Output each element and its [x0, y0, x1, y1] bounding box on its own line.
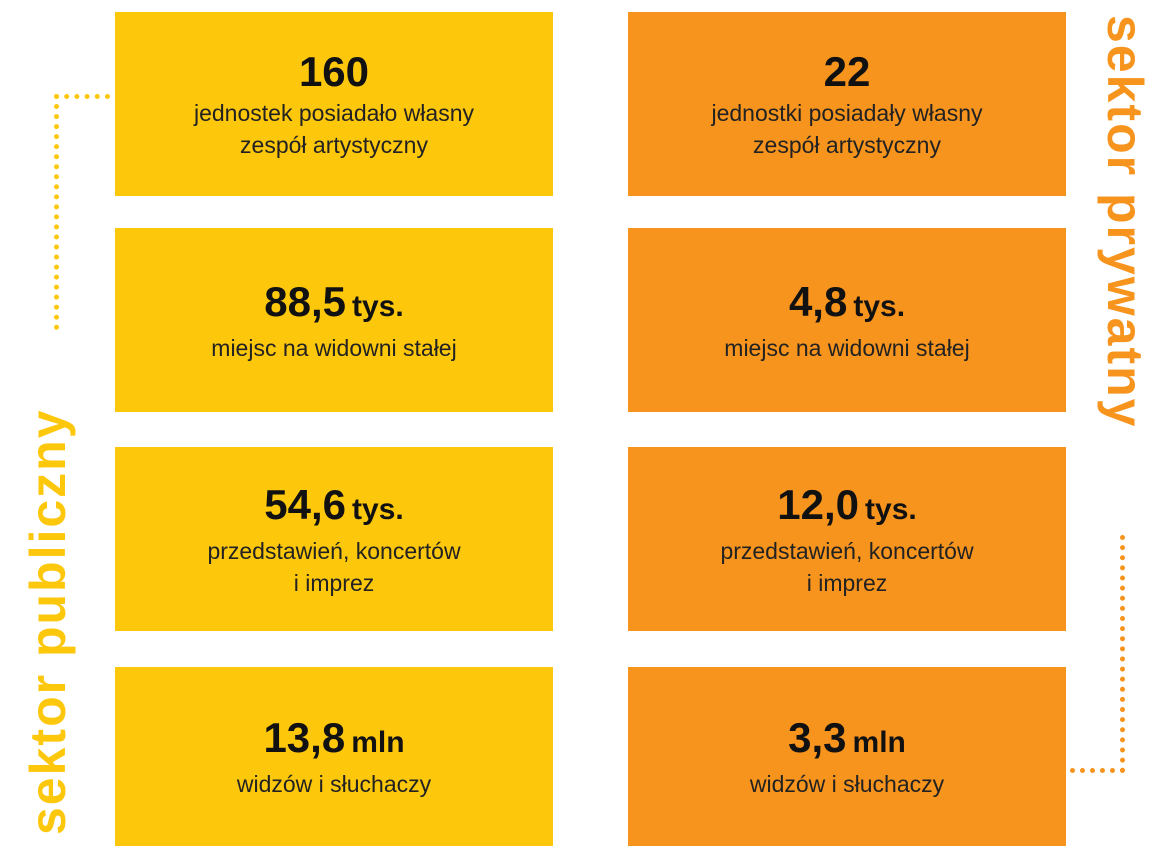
- connector: [1120, 535, 1125, 773]
- stat-unit: mln: [351, 726, 405, 759]
- stat-value-row: 4,8 tys.: [789, 277, 905, 332]
- stat-value-row: 22: [824, 47, 871, 97]
- stat-unit: mln: [852, 726, 906, 759]
- stat-box: 13,8 mln widzów i słuchaczy: [115, 667, 553, 846]
- stat-unit: tys.: [853, 289, 906, 323]
- stat-description: miejsc na widowni stałej: [211, 334, 457, 361]
- stat-description: jednostek posiadało własny: [193, 100, 474, 126]
- stat-value: 4,8: [788, 277, 848, 325]
- stat-box: 12,0 tys. przedstawień, koncertów i imprez: [628, 447, 1066, 631]
- stat-description: przedstawień, koncertów: [720, 537, 974, 564]
- stat-value-row: 160: [299, 47, 369, 97]
- stat-value: 22: [823, 48, 871, 95]
- stat-description: i imprez: [806, 569, 888, 596]
- stat-description: zespół artystyczny: [753, 132, 941, 158]
- stat-box: 3,3 mln widzów i słuchaczy: [628, 667, 1066, 846]
- stat-description: zespół artystyczny: [240, 132, 428, 158]
- stat-description: przedstawień, koncertów: [207, 537, 461, 564]
- stat-box: 4,8 tys. miejsc na widowni stałej: [628, 228, 1066, 412]
- stat-box: 54,6 tys. przedstawień, koncertów i imprez: [115, 447, 553, 631]
- stat-description: widzów i słuchaczy: [236, 771, 432, 797]
- stat-description: jednostki posiadały własny: [711, 100, 983, 126]
- stat-unit: tys.: [865, 492, 917, 526]
- stat-value: 160: [298, 48, 370, 95]
- stat-value-row: 12,0 tys.: [777, 480, 916, 535]
- stat-box: 22 jednostki posiadały własny zespół artys…: [628, 12, 1066, 196]
- stat-unit: tys.: [352, 492, 404, 526]
- stat-value: 88,5: [264, 277, 347, 325]
- stat-value-row: 13,8 mln: [263, 713, 404, 768]
- sector-label: sektor prywatny: [1097, 15, 1153, 429]
- connector: [1070, 768, 1125, 773]
- connector: [54, 94, 110, 99]
- stat-value-row: 54,6 tys.: [264, 480, 403, 535]
- stat-box: 160 jednostek posiadało własny zespół arty…: [115, 12, 553, 196]
- connector: [54, 94, 59, 330]
- stat-unit: tys.: [352, 289, 404, 323]
- stat-box: 88,5 tys. miejsc na widowni stałej: [115, 228, 553, 412]
- stat-value: 13,8: [263, 714, 346, 761]
- stat-description: miejsc na widowni stałej: [724, 334, 970, 361]
- stat-value: 3,3: [788, 714, 847, 761]
- stat-value-row: 88,5 tys.: [264, 277, 403, 332]
- stat-description: i imprez: [293, 569, 375, 596]
- stat-description: widzów i słuchaczy: [749, 771, 945, 797]
- stat-value-row: 3,3 mln: [788, 713, 906, 768]
- stat-value: 54,6: [264, 480, 347, 528]
- stat-value: 12,0: [777, 480, 860, 528]
- sector-label: sektor publiczny: [20, 408, 76, 835]
